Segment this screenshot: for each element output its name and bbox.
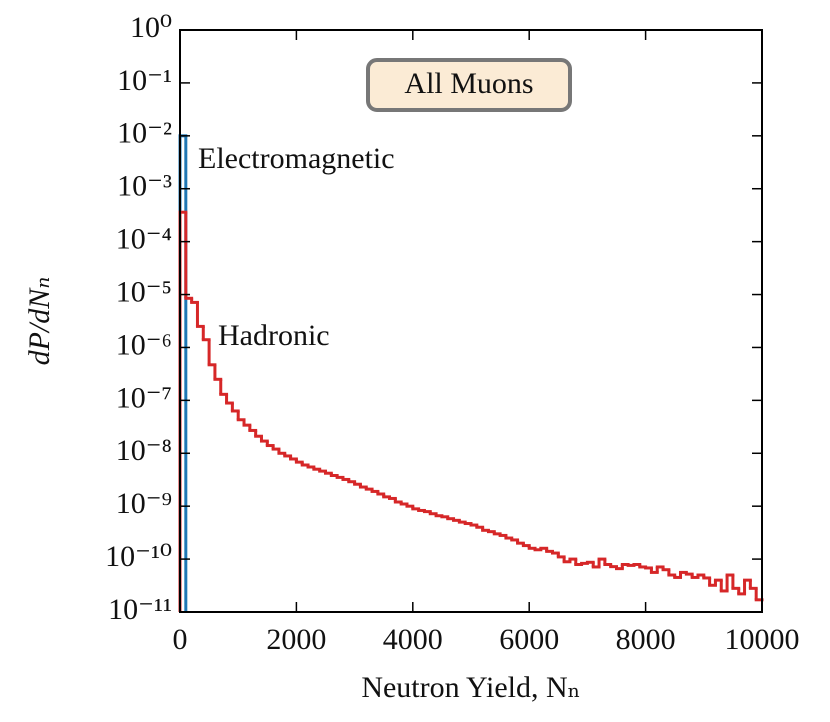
y-tick-label: 10⁻⁴ (116, 223, 172, 256)
series-label: Hadronic (218, 319, 330, 352)
x-axis-label: Neutron Yield, Nₙ (361, 671, 580, 704)
y-tick-label: 10⁻⁷ (116, 381, 172, 414)
x-tick-label: 2000 (266, 623, 326, 656)
y-tick-label: 10⁻¹⁰ (105, 540, 172, 573)
x-tick-label: 4000 (383, 623, 443, 656)
y-tick-label: 10⁻⁹ (116, 487, 172, 520)
y-tick-label: 10⁻¹¹ (108, 593, 172, 626)
annotation: All Muons (404, 67, 533, 100)
y-tick-label: 10⁻⁸ (116, 434, 172, 467)
y-tick-label: 10⁻⁶ (116, 328, 172, 361)
annotation-box (366, 58, 572, 112)
y-tick-label: 10⁻⁵ (116, 275, 172, 308)
x-tick-label: 10000 (725, 623, 800, 656)
y-axis-label: dP/dNₙ (23, 277, 56, 366)
x-tick-label: 0 (173, 623, 188, 656)
y-tick-label: 10⁻³ (117, 170, 172, 203)
x-tick-label: 6000 (499, 623, 559, 656)
series-label: Electromagnetic (198, 142, 395, 175)
y-tick-label: 10⁰ (130, 11, 172, 44)
y-tick-label: 10⁻¹ (117, 64, 172, 97)
y-tick-label: 10⁻² (117, 117, 172, 150)
plot-frame (179, 29, 763, 613)
x-tick-label: 8000 (616, 623, 676, 656)
